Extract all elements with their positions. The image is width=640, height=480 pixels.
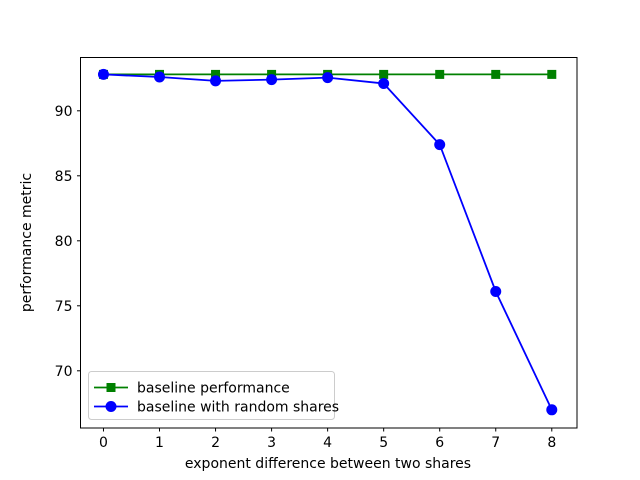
axes-frame [80, 57, 578, 429]
x-tick-label: 1 [155, 435, 164, 451]
legend-marker-circle [105, 401, 117, 412]
x-tick-label: 3 [267, 435, 276, 451]
y-tick-label: 75 [55, 299, 73, 315]
x-tick-label: 5 [379, 435, 388, 451]
data-point-circle [378, 78, 390, 89]
data-point-circle [210, 75, 222, 87]
x-tick-label: 6 [435, 435, 444, 451]
y-tick-label: 70 [55, 364, 73, 380]
data-point-circle [154, 71, 166, 83]
series-line-circle [103, 73, 553, 411]
y-axis-label: performance metric [19, 173, 35, 312]
data-point-square [211, 69, 221, 79]
x-tick-label: 8 [547, 435, 556, 451]
x-axis-label: exponent difference between two shares [185, 456, 471, 472]
data-point-square [435, 69, 445, 79]
data-point-circle [266, 74, 278, 86]
y-tick-label: 85 [55, 169, 73, 185]
legend-label: baseline performance [137, 381, 290, 397]
legend-box [88, 371, 335, 420]
x-tick-label: 0 [99, 435, 108, 451]
data-point-square [491, 69, 501, 79]
x-tick-label: 2 [211, 435, 220, 451]
data-point-circle [322, 72, 334, 84]
data-point-circle [97, 68, 109, 80]
x-tick-label: 7 [491, 435, 500, 451]
legend-label: baseline with random shares [137, 400, 339, 416]
y-tick-label: 80 [55, 234, 73, 250]
legend-marker-square [106, 383, 116, 392]
plot-area: 0 1 2 3 4 5 6 7 8 70 75 80 85 90 baseline performance b… [55, 57, 578, 451]
data-point-circle [434, 139, 446, 151]
data-point-circle [546, 404, 558, 416]
x-tick-label: 4 [323, 435, 332, 451]
data-point-square [547, 69, 557, 79]
y-tick-label: 90 [55, 104, 73, 120]
data-point-circle [490, 286, 502, 297]
data-point-square [379, 69, 389, 79]
